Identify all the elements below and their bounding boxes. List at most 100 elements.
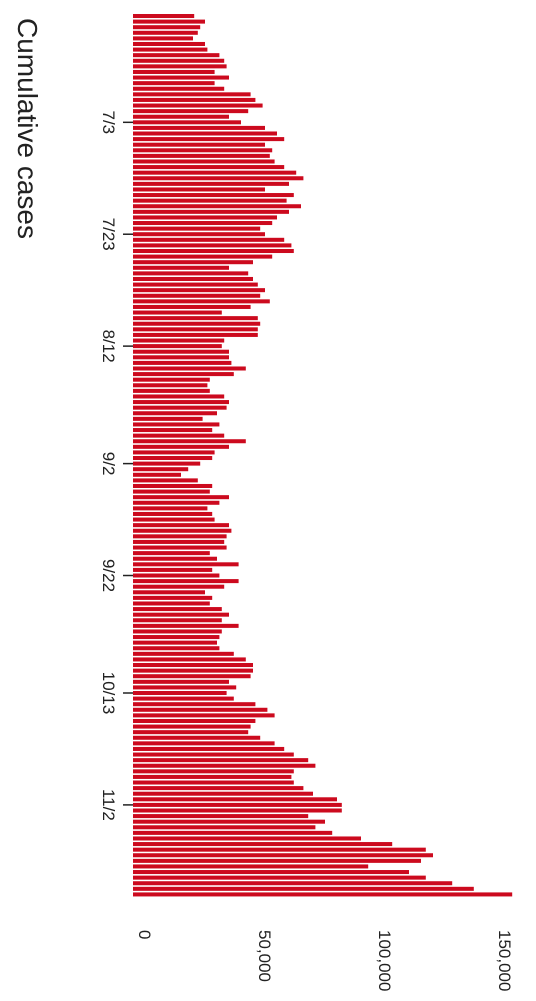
bar-7/30: [133, 271, 249, 276]
bar-10/21: [133, 735, 261, 740]
bar-8/1: [133, 282, 258, 287]
bar-7/3: [133, 120, 241, 125]
bar-8/9: [133, 327, 258, 332]
bar-10/31: [133, 791, 313, 796]
bar-8/17: [133, 372, 234, 377]
bar-10/17: [133, 713, 275, 718]
bar-10/30: [133, 786, 304, 791]
bar-9/6: [133, 483, 213, 488]
bar-8/12: [133, 344, 222, 349]
bar-7/4: [133, 125, 265, 130]
bar-8/5: [133, 304, 251, 309]
y-tick-label: 100,000: [375, 930, 394, 991]
bar-undefined: [133, 864, 369, 869]
bar-undefined: [133, 842, 393, 847]
bar-11/6: [133, 825, 316, 830]
bar-8/24: [133, 411, 217, 416]
bar-6/18: [133, 36, 193, 41]
bar-6/16: [133, 25, 201, 30]
bar-11/4: [133, 814, 309, 819]
bar-9/12: [133, 517, 215, 522]
bar-8/29: [133, 439, 246, 444]
bar-10/6: [133, 651, 234, 656]
bar-9/23: [133, 579, 239, 584]
bar-9/21: [133, 567, 213, 572]
bar-11/3: [133, 808, 342, 813]
bar-10/24: [133, 752, 294, 757]
bar-7/11: [133, 165, 285, 170]
bar-7/27: [133, 254, 273, 259]
bar-10/16: [133, 707, 268, 712]
bar-undefined: [133, 892, 513, 897]
x-tick-label: 9/22: [99, 559, 118, 592]
bar-8/8: [133, 321, 261, 326]
bar-7/10: [133, 159, 275, 164]
bar-9/19: [133, 556, 217, 561]
bar-10/12: [133, 685, 237, 690]
y-tick-label: 0: [135, 930, 154, 939]
x-axis-ticks: 7/3 7/23 8/12 9/2 9/22 10/13 11/2: [99, 110, 133, 821]
bar-7/12: [133, 170, 297, 175]
bar-9/10: [133, 506, 208, 511]
bar-7/13: [133, 176, 304, 181]
bar-6/14: [133, 14, 195, 19]
bar-10/7: [133, 657, 246, 662]
bar-series: [133, 14, 513, 897]
bar-10/9: [133, 668, 253, 673]
y-tick-label: 50,000: [255, 930, 274, 982]
bar-9/27: [133, 601, 210, 606]
bar-8/3: [133, 293, 261, 298]
bar-10/26: [133, 763, 316, 768]
bar-9/20: [133, 562, 239, 567]
bar-10/2: [133, 629, 222, 634]
bar-8/28: [133, 433, 225, 438]
bar-9/16: [133, 539, 225, 544]
bar-10/5: [133, 646, 220, 651]
x-tick-label: 9/2: [99, 452, 118, 476]
bar-8/6: [133, 310, 222, 315]
bar-10/23: [133, 746, 285, 751]
bar-9/2: [133, 461, 201, 466]
bar-9/24: [133, 584, 225, 589]
bar-10/3: [133, 635, 220, 640]
bar-7/1: [133, 109, 249, 114]
bar-9/9: [133, 500, 220, 505]
bar-8/27: [133, 428, 213, 433]
bar-7/15: [133, 187, 265, 192]
bar-9/26: [133, 595, 213, 600]
bar-7/7: [133, 142, 265, 147]
bar-11/1: [133, 797, 337, 802]
bar-7/2: [133, 114, 229, 119]
bar-9/25: [133, 590, 205, 595]
bar-9/7: [133, 489, 210, 494]
bar-7/31: [133, 276, 253, 281]
bar-undefined: [133, 875, 426, 880]
bar-8/19: [133, 383, 208, 388]
bar-9/22: [133, 573, 220, 578]
bar-undefined: [133, 886, 474, 891]
bar-10/11: [133, 679, 229, 684]
x-tick-label: 10/13: [99, 672, 118, 715]
bar-10/13: [133, 690, 227, 696]
x-tick-label: 8/12: [99, 330, 118, 363]
x-tick-label: 7/23: [99, 218, 118, 251]
bar-6/20: [133, 47, 208, 52]
bar-10/10: [133, 674, 251, 679]
bar-11/7: [133, 830, 333, 835]
bar-6/15: [133, 19, 205, 24]
bar-7/14: [133, 181, 289, 186]
bar-9/18: [133, 551, 210, 556]
bar-7/21: [133, 221, 273, 226]
bar-7/9: [133, 153, 270, 158]
bar-7/18: [133, 204, 301, 209]
bar-10/25: [133, 758, 309, 763]
bar-9/15: [133, 534, 227, 539]
bar-6/19: [133, 41, 205, 46]
bar-8/10: [133, 332, 258, 337]
bar-8/16: [133, 366, 246, 371]
y-axis-ticks: 0 50,000 100,000 150,000: [135, 930, 514, 991]
bar-8/15: [133, 360, 232, 365]
bar-7/6: [133, 137, 285, 142]
bar-11/2: [133, 802, 342, 807]
